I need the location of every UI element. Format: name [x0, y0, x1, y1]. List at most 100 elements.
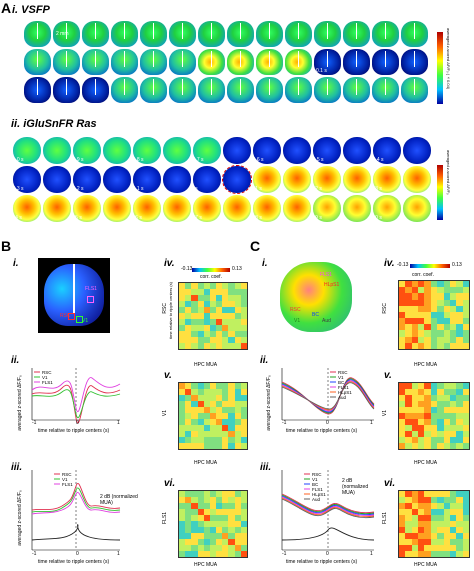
matrix-cell	[399, 419, 406, 426]
matrix-cell	[462, 497, 469, 504]
matrix-cell	[191, 527, 199, 534]
matrix-cell	[234, 551, 242, 557]
matrix-cell	[449, 389, 457, 396]
matrix-cell	[430, 330, 438, 338]
matrix-cell	[418, 318, 425, 325]
matrix-cell	[424, 401, 432, 408]
matrix-cell	[411, 431, 419, 438]
matrix-cell	[443, 539, 451, 546]
matrix-cell	[209, 307, 217, 314]
legend-label: FLS1	[42, 380, 53, 385]
matrix-cell	[411, 413, 419, 420]
matrix-cell	[203, 307, 211, 314]
matrix-cell	[216, 515, 223, 522]
matrix-cell	[240, 497, 247, 504]
matrix-cell	[185, 295, 192, 302]
matrix-cell	[228, 389, 236, 396]
matrix-cell	[240, 401, 247, 408]
midline	[240, 79, 241, 95]
matrix-cell	[424, 503, 432, 510]
matrix-cell	[437, 407, 445, 414]
iglusnfr-frame: 0.2 s	[311, 166, 341, 193]
matrix-cell	[222, 425, 229, 432]
b-iii-xtick-1: 0	[76, 551, 79, 557]
matrix-cell	[424, 293, 432, 301]
matrix-cell	[185, 503, 192, 510]
matrix-cell	[222, 497, 229, 504]
midline	[298, 23, 299, 39]
iglusnfr-time-label: 0.3 s	[371, 186, 382, 192]
matrix-cell	[185, 533, 192, 540]
matrix-cell	[443, 425, 451, 432]
midline	[153, 51, 154, 67]
matrix-cell	[216, 325, 223, 332]
matrix-cell	[191, 343, 199, 349]
matrix-cell	[456, 287, 464, 294]
b-iii-ylabel: averaged z-scored ΔF/F₀	[17, 490, 23, 546]
matrix-cell	[191, 533, 199, 540]
matrix-cell	[228, 515, 236, 522]
vsfp-frame	[140, 49, 167, 75]
iglusnfr-frame	[283, 137, 311, 164]
matrix-cell	[234, 527, 242, 534]
panel-b-v: v.	[164, 370, 172, 381]
matrix-cell	[424, 342, 432, 349]
panel-c-iii: iii.	[260, 462, 272, 473]
matrix-cell	[430, 281, 438, 288]
matrix-cell	[191, 283, 199, 290]
matrix-cell	[456, 527, 464, 534]
matrix-cell	[222, 533, 229, 540]
c-ii-xtick-2: 1	[370, 420, 373, 426]
legend-label: V1	[338, 375, 344, 380]
matrix-cell	[443, 336, 451, 344]
matrix-cell	[185, 325, 192, 332]
vsfp-frame	[169, 77, 196, 103]
matrix-cell	[203, 401, 211, 408]
matrix-cell	[228, 307, 236, 314]
vsfp-frame	[285, 77, 312, 103]
c-brain-label-hlps1: HLpS1	[324, 282, 340, 288]
matrix-cell	[222, 301, 229, 308]
matrix-cell	[411, 407, 419, 414]
matrix-cell	[456, 383, 464, 390]
matrix-cell	[405, 539, 413, 546]
matrix-cell	[456, 324, 464, 331]
matrix-cell	[430, 342, 438, 349]
matrix-cell	[191, 407, 199, 414]
matrix-cell	[179, 289, 186, 296]
matrix-cell	[216, 509, 223, 516]
matrix-cell	[443, 395, 451, 402]
matrix-cell	[185, 491, 192, 498]
matrix-cell	[424, 533, 432, 540]
matrix-cell	[191, 319, 199, 326]
matrix-cell	[462, 431, 469, 438]
matrix-cell	[234, 313, 242, 320]
matrix-cell	[437, 527, 445, 534]
matrix-cell	[456, 342, 464, 349]
matrix-cell	[234, 383, 242, 390]
matrix-cell	[240, 395, 247, 402]
matrix-cell	[216, 443, 223, 449]
iglusnfr-frame	[163, 137, 191, 164]
c-brain-label-fls1: FLS1	[320, 272, 332, 278]
matrix-cell	[411, 545, 419, 552]
matrix-cell	[222, 521, 229, 528]
legend-label: FLS1	[312, 487, 323, 492]
vsfp-frame	[372, 49, 399, 75]
vsfp-image-grid: 2 mm 0.1 s	[24, 21, 428, 103]
matrix-cell	[437, 437, 445, 444]
matrix-cell	[179, 301, 186, 308]
matrix-cell	[424, 407, 432, 414]
matrix-cell	[449, 287, 457, 294]
iglusnfr-frame	[163, 166, 191, 193]
matrix-cell	[443, 324, 451, 331]
b-iii-xtick-0: -1	[32, 551, 37, 557]
matrix-cell	[411, 311, 419, 319]
matrix-cell	[179, 419, 186, 426]
matrix-cell	[216, 521, 223, 528]
matrix-cell	[437, 389, 445, 396]
c-ii-xlabel: time relative to ripple centers (s)	[286, 428, 358, 434]
matrix-cell	[191, 289, 199, 296]
matrix-cell	[228, 383, 236, 390]
